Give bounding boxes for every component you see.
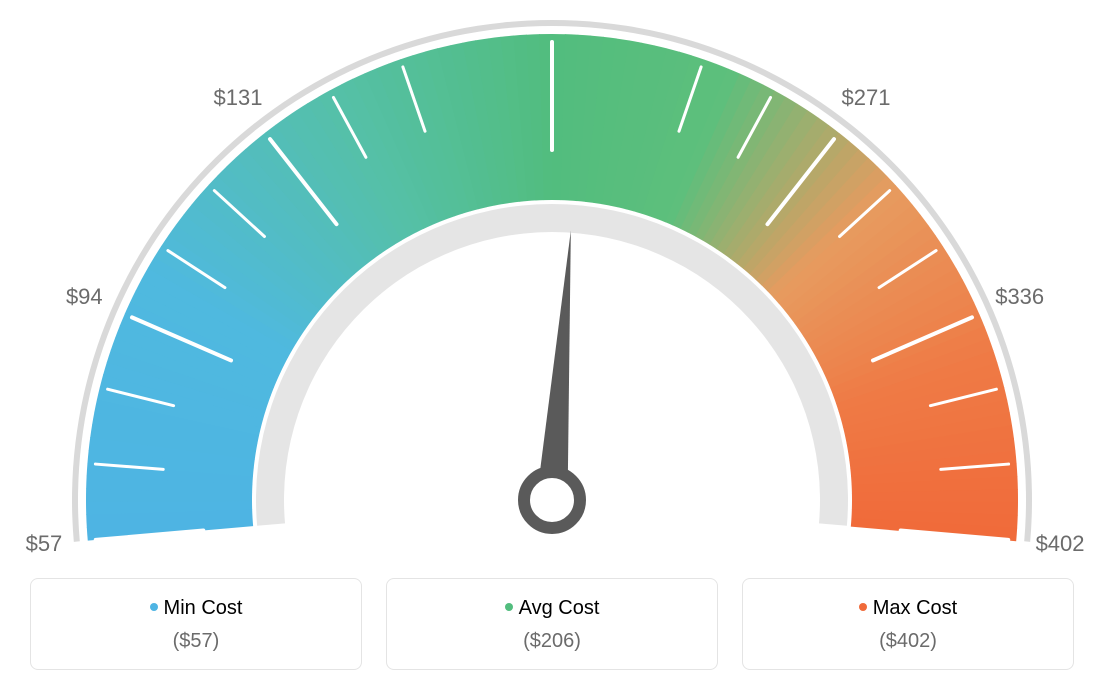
gauge-tick-label: $206	[528, 0, 577, 3]
legend-row: Min Cost ($57) Avg Cost ($206) Max Cost …	[30, 578, 1074, 670]
legend-card-avg: Avg Cost ($206)	[386, 578, 718, 670]
legend-card-max: Max Cost ($402)	[742, 578, 1074, 670]
legend-value-avg: ($206)	[397, 630, 707, 653]
gauge-chart: $57 $94 $131 $206 $271 $336 $402	[0, 0, 1104, 560]
legend-title-max: Max Cost	[753, 597, 1063, 620]
gauge-tick-label: $94	[66, 284, 103, 310]
legend-title-text: Avg Cost	[519, 597, 600, 619]
legend-title-min: Min Cost	[41, 597, 351, 620]
legend-value-min: ($57)	[41, 630, 351, 653]
gauge-tick-label: $336	[995, 284, 1044, 310]
dot-icon	[859, 603, 867, 611]
legend-title-text: Min Cost	[164, 597, 243, 619]
dot-icon	[150, 603, 158, 611]
gauge-tick-label: $271	[842, 85, 891, 111]
cost-gauge-widget: $57 $94 $131 $206 $271 $336 $402 Min Cost ($57…	[0, 0, 1104, 690]
legend-title-avg: Avg Cost	[397, 597, 707, 620]
legend-title-text: Max Cost	[873, 597, 957, 619]
gauge-tick-label: $402	[1036, 531, 1085, 557]
gauge-tick-label: $57	[26, 531, 63, 557]
dot-icon	[505, 603, 513, 611]
gauge-tick-label: $131	[214, 85, 263, 111]
legend-value-max: ($402)	[753, 630, 1063, 653]
legend-card-min: Min Cost ($57)	[30, 578, 362, 670]
